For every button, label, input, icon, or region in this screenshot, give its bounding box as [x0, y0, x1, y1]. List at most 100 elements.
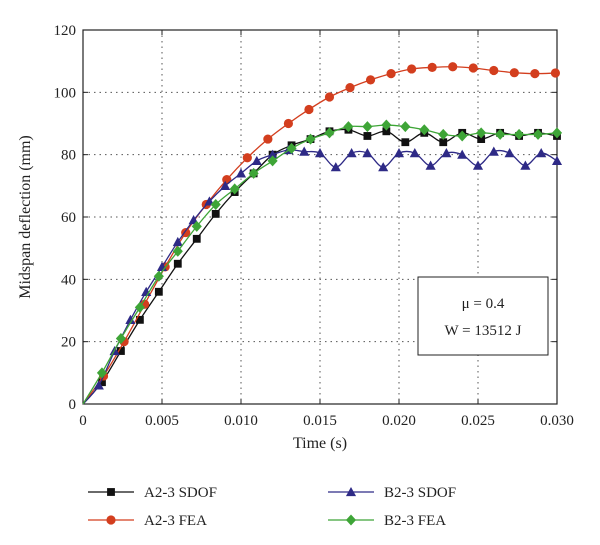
data-point-b2-3-sdof	[457, 149, 468, 159]
data-point-b2-3-fea	[400, 121, 411, 133]
y-tick-label: 120	[54, 23, 77, 39]
data-point-a2-3-sdof	[401, 138, 410, 147]
annotation-w: W = 13512 J	[445, 323, 522, 339]
y-tick-label: 100	[54, 85, 77, 101]
y-tick-label: 40	[61, 272, 76, 288]
data-point-b2-3-sdof	[409, 148, 420, 158]
legend-label: B2-3 SDOF	[384, 485, 456, 501]
series-line-b2-3-fea	[82, 124, 558, 405]
data-point-a2-3-fea	[386, 69, 396, 79]
data-point-a2-3-sdof	[154, 287, 163, 296]
data-point-b2-3-sdof	[314, 148, 326, 158]
data-point-b2-3-fea	[191, 220, 202, 232]
data-point-b2-3-fea	[134, 301, 145, 313]
data-point-b2-3-sdof	[441, 148, 452, 158]
legend-marker	[107, 488, 115, 496]
x-tick-label: 0.025	[461, 413, 495, 429]
data-point-b2-3-fea	[96, 367, 108, 379]
annotation-mu: μ = 0.4	[462, 296, 505, 312]
data-point-b2-3-fea	[267, 155, 278, 167]
data-point-b2-3-sdof	[362, 148, 373, 158]
legend-marker	[345, 486, 357, 497]
series-b2-3-sdof	[82, 144, 563, 405]
legend-item-b2-3-sdof: B2-3 SDOF	[328, 485, 456, 501]
data-point-b2-3-fea	[286, 142, 297, 154]
x-tick-label: 0.005	[145, 413, 179, 429]
data-point-b2-3-fea	[210, 199, 221, 211]
data-point-b2-3-fea	[362, 121, 373, 133]
data-point-a2-3-sdof	[382, 127, 391, 136]
data-point-b2-3-fea	[248, 167, 259, 179]
data-point-b2-3-sdof	[346, 148, 357, 158]
axis-ticks: 0 0.005 0.010 0.015 0.020 0.025 0.030 0 20 40 60 80…	[54, 23, 574, 429]
data-point-a2-3-fea	[427, 62, 437, 72]
data-point-b2-3-sdof	[267, 149, 278, 159]
series-a2-3-sdof	[82, 125, 561, 405]
x-tick-label: 0	[79, 413, 87, 429]
legend-marker	[106, 515, 116, 525]
data-point-b2-3-sdof	[235, 168, 247, 178]
legend-item-b2-3-fea: B2-3 FEA	[328, 513, 446, 529]
data-point-b2-3-fea	[551, 127, 563, 139]
series-group	[82, 62, 563, 405]
y-tick-label: 20	[61, 335, 76, 351]
data-point-b2-3-fea	[381, 119, 392, 131]
legend-item-a2-3-sdof: A2-3 SDOF	[88, 485, 217, 501]
annotation-box	[417, 276, 549, 356]
data-point-a2-3-fea	[365, 75, 376, 85]
data-point-b2-3-sdof	[488, 146, 499, 156]
data-point-b2-3-fea	[305, 133, 316, 145]
data-point-b2-3-sdof	[551, 155, 563, 166]
data-point-b2-3-sdof	[172, 236, 183, 247]
data-point-b2-3-sdof	[299, 146, 310, 156]
data-point-b2-3-sdof	[536, 148, 547, 158]
data-point-b2-3-sdof	[125, 314, 136, 324]
legend-label: A2-3 SDOF	[144, 485, 217, 501]
data-point-b2-3-sdof	[330, 162, 341, 172]
data-point-b2-3-fea	[343, 121, 354, 133]
data-point-a2-3-fea	[283, 118, 293, 129]
x-tick-label: 0.015	[303, 413, 337, 429]
legend-marker	[345, 514, 357, 526]
data-point-a2-3-sdof	[192, 234, 201, 243]
data-point-a2-3-fea	[222, 175, 232, 185]
data-point-a2-3-fea	[324, 92, 335, 102]
legend-label: B2-3 FEA	[384, 513, 446, 529]
data-point-a2-3-sdof	[135, 315, 144, 324]
data-point-a2-3-sdof	[117, 347, 125, 355]
data-point-b2-3-fea	[476, 127, 487, 139]
data-point-a2-3-fea	[509, 68, 519, 78]
data-point-b2-3-sdof	[251, 155, 262, 166]
legend-label: A2-3 FEA	[144, 513, 207, 529]
data-point-b2-3-sdof	[472, 160, 484, 170]
legend: A2-3 SDOF A2-3 FEA B2-3 SDOF B2-3 FEA	[88, 485, 456, 529]
data-point-b2-3-fea	[457, 130, 468, 142]
data-point-b2-3-sdof	[520, 160, 531, 170]
data-point-a2-3-fea	[304, 104, 314, 115]
data-point-a2-3-sdof	[477, 135, 486, 143]
data-point-b2-3-fea	[532, 128, 544, 140]
data-point-b2-3-fea	[115, 333, 126, 345]
data-point-a2-3-fea	[448, 62, 458, 72]
data-point-b2-3-sdof	[425, 160, 436, 170]
y-tick-label: 60	[61, 210, 76, 226]
x-tick-label: 0.010	[224, 413, 258, 429]
data-point-a2-3-sdof	[363, 132, 372, 140]
y-axis-label: Midspan deflection (mm)	[17, 135, 34, 299]
data-point-a2-3-fea	[550, 68, 561, 78]
data-point-a2-3-fea	[468, 63, 478, 73]
data-point-a2-3-sdof	[211, 209, 220, 218]
data-point-b2-3-fea	[419, 124, 430, 136]
data-point-a2-3-fea	[242, 153, 252, 163]
data-point-b2-3-fea	[324, 127, 335, 139]
y-tick-label: 0	[69, 397, 77, 413]
data-point-a2-3-sdof	[98, 378, 106, 387]
data-point-b2-3-fea	[172, 245, 183, 257]
data-point-b2-3-fea	[495, 128, 506, 140]
legend-item-a2-3-fea: A2-3 FEA	[88, 513, 207, 529]
data-point-a2-3-fea	[407, 64, 417, 74]
data-point-a2-3-sdof	[439, 138, 448, 147]
data-point-b2-3-sdof	[393, 148, 405, 158]
data-point-b2-3-fea	[438, 128, 449, 140]
